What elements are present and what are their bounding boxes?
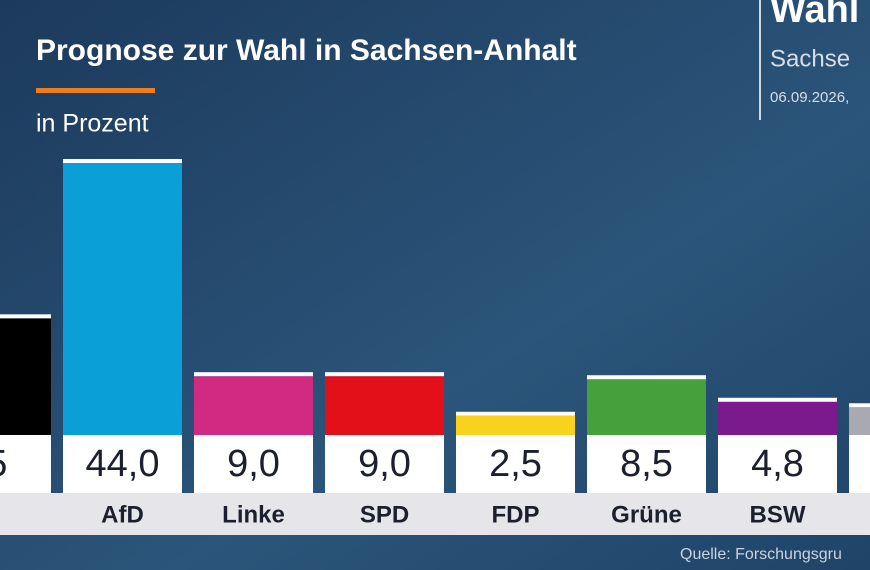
value-box: [718, 435, 837, 493]
value-label: ,5: [0, 443, 7, 485]
x-tick-label: Grüne: [611, 501, 682, 528]
value-label: 44,0: [86, 443, 160, 485]
bar: [0, 318, 51, 435]
x-tick-label: SPD: [360, 501, 409, 528]
label-band: [0, 493, 870, 535]
value-box: [63, 435, 182, 493]
accent-line: [36, 88, 155, 93]
header-title: Wahl: [770, 0, 859, 31]
bars: ,5U44,0AfD9,0Linke9,0SPD2,5FDP8,5Grüne4,…: [0, 159, 870, 528]
source: Quelle: Forschungsgru: [680, 546, 842, 563]
value-label: 8,5: [620, 443, 673, 485]
x-tick-label: FDP: [492, 501, 540, 528]
bar: [325, 376, 444, 435]
value-box: [194, 435, 313, 493]
value-label: 2,5: [489, 443, 542, 485]
value-label: 4,8: [751, 443, 804, 485]
x-tick-label: BSW: [750, 501, 806, 528]
value-label: 9,0: [358, 443, 411, 485]
value-label: 9,0: [227, 443, 280, 485]
bar: [63, 163, 182, 436]
bar-cap: [325, 372, 444, 377]
bar-cap: [194, 372, 313, 377]
bar: [194, 376, 313, 435]
x-tick-label: Linke: [222, 501, 285, 528]
value-box: [456, 435, 575, 493]
chart-subtitle: in Prozent: [36, 110, 149, 138]
bar-cap: [456, 411, 575, 416]
bar-cap: [849, 403, 870, 408]
bar-cap: [587, 375, 706, 380]
bar: [849, 407, 870, 435]
value-box: [587, 435, 706, 493]
bar-cap: [63, 159, 182, 164]
x-tick-label: AfD: [101, 501, 144, 528]
header-date: 06.09.2026,: [770, 89, 849, 106]
bar: [587, 379, 706, 435]
header-region: Sachse: [770, 45, 850, 72]
bar: [456, 415, 575, 435]
value-box: [849, 435, 870, 493]
value-box: [325, 435, 444, 493]
bar-cap: [0, 314, 51, 319]
bar: [718, 401, 837, 435]
bar-cap: [718, 397, 837, 402]
chart-title: Prognose zur Wahl in Sachsen-Anhalt: [36, 34, 577, 67]
value-box: [0, 435, 51, 493]
